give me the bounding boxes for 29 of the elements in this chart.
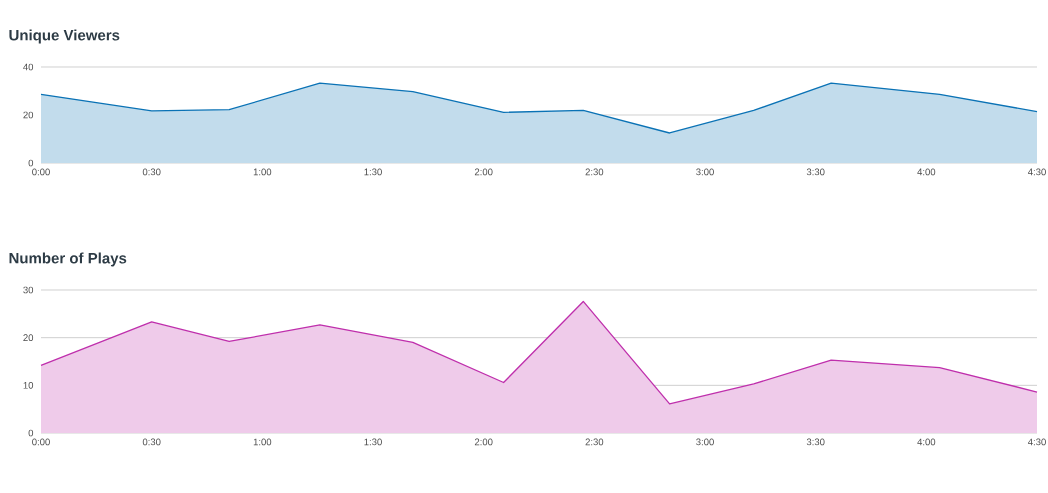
x-tick-label: 4:30 [1027, 168, 1046, 176]
x-tick-label: 0:30 [142, 438, 161, 446]
x-tick-label: 2:00 [474, 438, 493, 446]
x-tick-label: 3:30 [806, 438, 825, 446]
x-tick-label: 0:30 [142, 168, 161, 176]
y-tick-label: 0 [28, 429, 34, 437]
x-tick-label: 1:00 [253, 168, 272, 176]
x-tick-label: 1:30 [364, 168, 382, 176]
y-tick-label: 20 [23, 111, 34, 119]
y-tick-label: 40 [23, 63, 34, 71]
x-tick-label: 4:30 [1027, 438, 1046, 446]
x-tick-label: 2:30 [585, 168, 604, 176]
x-tick-label: 3:00 [696, 438, 714, 446]
x-tick-label: 2:30 [585, 438, 604, 446]
x-tick-label: 1:00 [253, 438, 272, 446]
x-tick-label: 0:00 [32, 438, 50, 446]
chart-title: Unique Viewers [9, 29, 120, 44]
y-tick-label: 30 [23, 286, 34, 294]
x-tick-label: 2:00 [474, 168, 493, 176]
y-tick-label: 10 [23, 381, 34, 389]
x-tick-label: 4:00 [917, 168, 936, 176]
x-tick-label: 0:00 [32, 168, 50, 176]
x-tick-label: 4:00 [917, 438, 936, 446]
x-tick-label: 3:00 [696, 168, 714, 176]
y-tick-label: 20 [23, 334, 34, 342]
y-tick-label: 0 [28, 159, 34, 167]
x-tick-label: 3:30 [806, 168, 825, 176]
chart-title: Number of Plays [9, 252, 127, 267]
x-tick-label: 1:30 [364, 438, 382, 446]
